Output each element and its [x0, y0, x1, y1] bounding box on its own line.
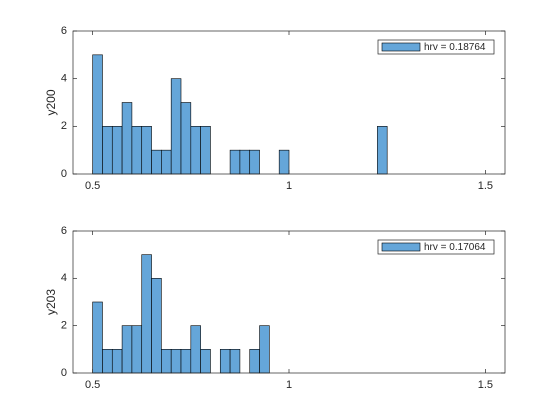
bar [92, 301, 103, 374]
bar [190, 325, 201, 374]
y-tick-label: 0 [61, 168, 67, 180]
bar [151, 149, 162, 175]
y-tick-label: 6 [61, 25, 67, 37]
bar [141, 126, 152, 175]
bar [121, 102, 133, 175]
y-tick-label: 2 [61, 120, 67, 132]
bar [190, 126, 201, 175]
bar [200, 349, 211, 374]
legend-swatch [381, 242, 421, 252]
bar [170, 349, 182, 374]
x-tick-label: 0.5 [85, 379, 100, 391]
bar [121, 325, 133, 374]
y-tick-label: 6 [61, 225, 67, 237]
legend-label: hrv = 0.18764 [424, 42, 486, 53]
bar [278, 149, 290, 175]
x-tick-label: 1.5 [478, 379, 493, 391]
x-tick-label: 1 [286, 379, 292, 391]
y-tick-label: 2 [61, 320, 67, 332]
bar [141, 254, 152, 374]
bar [229, 349, 241, 374]
bar [131, 126, 143, 175]
y-tick-label: 0 [61, 367, 67, 379]
bar [200, 126, 211, 175]
bar [170, 78, 182, 175]
bar [249, 349, 260, 374]
x-tick-label: 0.5 [85, 180, 100, 192]
y-axis-label: y203 [44, 289, 58, 315]
bar [180, 349, 192, 374]
y-tick-label: 4 [61, 73, 67, 85]
bar [161, 149, 172, 175]
legend-swatch [381, 42, 421, 52]
bar [111, 126, 123, 175]
x-tick-label: 1.5 [478, 180, 493, 192]
bar [377, 126, 388, 175]
bar [131, 325, 143, 374]
x-tick-label: 1 [286, 180, 292, 192]
bar [111, 349, 123, 374]
bar [161, 349, 172, 374]
y-axis-label: y200 [44, 89, 58, 115]
bar [229, 149, 241, 175]
bar [151, 278, 162, 374]
bar [259, 325, 270, 374]
bar [180, 102, 192, 175]
bar [102, 126, 113, 175]
bar [239, 149, 251, 175]
bar [219, 349, 231, 374]
legend-label: hrv = 0.17064 [424, 242, 486, 253]
bar [102, 349, 113, 374]
bar [92, 54, 103, 175]
bar [249, 149, 260, 175]
y-tick-label: 4 [61, 272, 67, 284]
